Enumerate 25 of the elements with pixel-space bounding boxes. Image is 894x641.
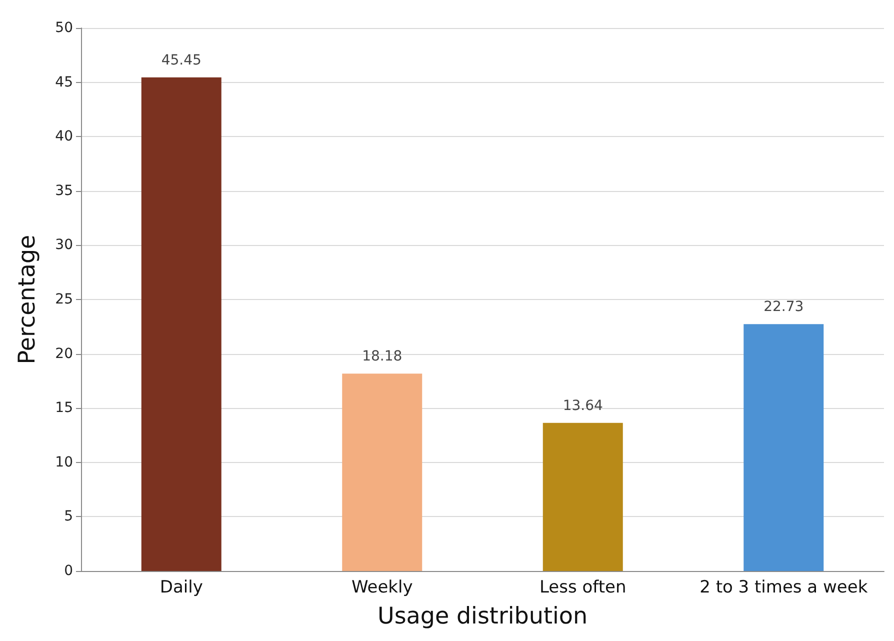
- x-axis-title: Usage distribution: [377, 604, 588, 630]
- y-axis-title: Percentage: [14, 234, 40, 364]
- y-tick-label: 45: [55, 74, 73, 90]
- y-tick-label: 35: [55, 182, 73, 199]
- y-tick-label: 20: [55, 346, 73, 362]
- bar: [141, 77, 222, 571]
- y-tick-label: 15: [55, 400, 73, 416]
- y-tick-label: 10: [55, 454, 73, 470]
- data-label: 13.64: [562, 398, 603, 414]
- bar: [744, 324, 824, 571]
- x-tick-label: Weekly: [351, 578, 413, 598]
- y-tick-label: 5: [64, 508, 73, 525]
- y-tick-label: 0: [64, 563, 73, 579]
- data-label: 45.45: [161, 52, 202, 68]
- x-tick-label: 2 to 3 times a week: [700, 578, 868, 598]
- y-tick-label: 25: [55, 292, 73, 308]
- y-tick-label: 40: [55, 128, 73, 145]
- data-label: 18.18: [362, 348, 402, 365]
- bar: [542, 422, 623, 571]
- y-tick-label: 50: [55, 20, 73, 36]
- bar: [342, 374, 422, 571]
- data-label: 22.73: [764, 299, 804, 316]
- y-tick-label: 30: [55, 237, 73, 254]
- x-tick-label: Less often: [540, 578, 626, 598]
- x-tick-label: Daily: [160, 578, 203, 598]
